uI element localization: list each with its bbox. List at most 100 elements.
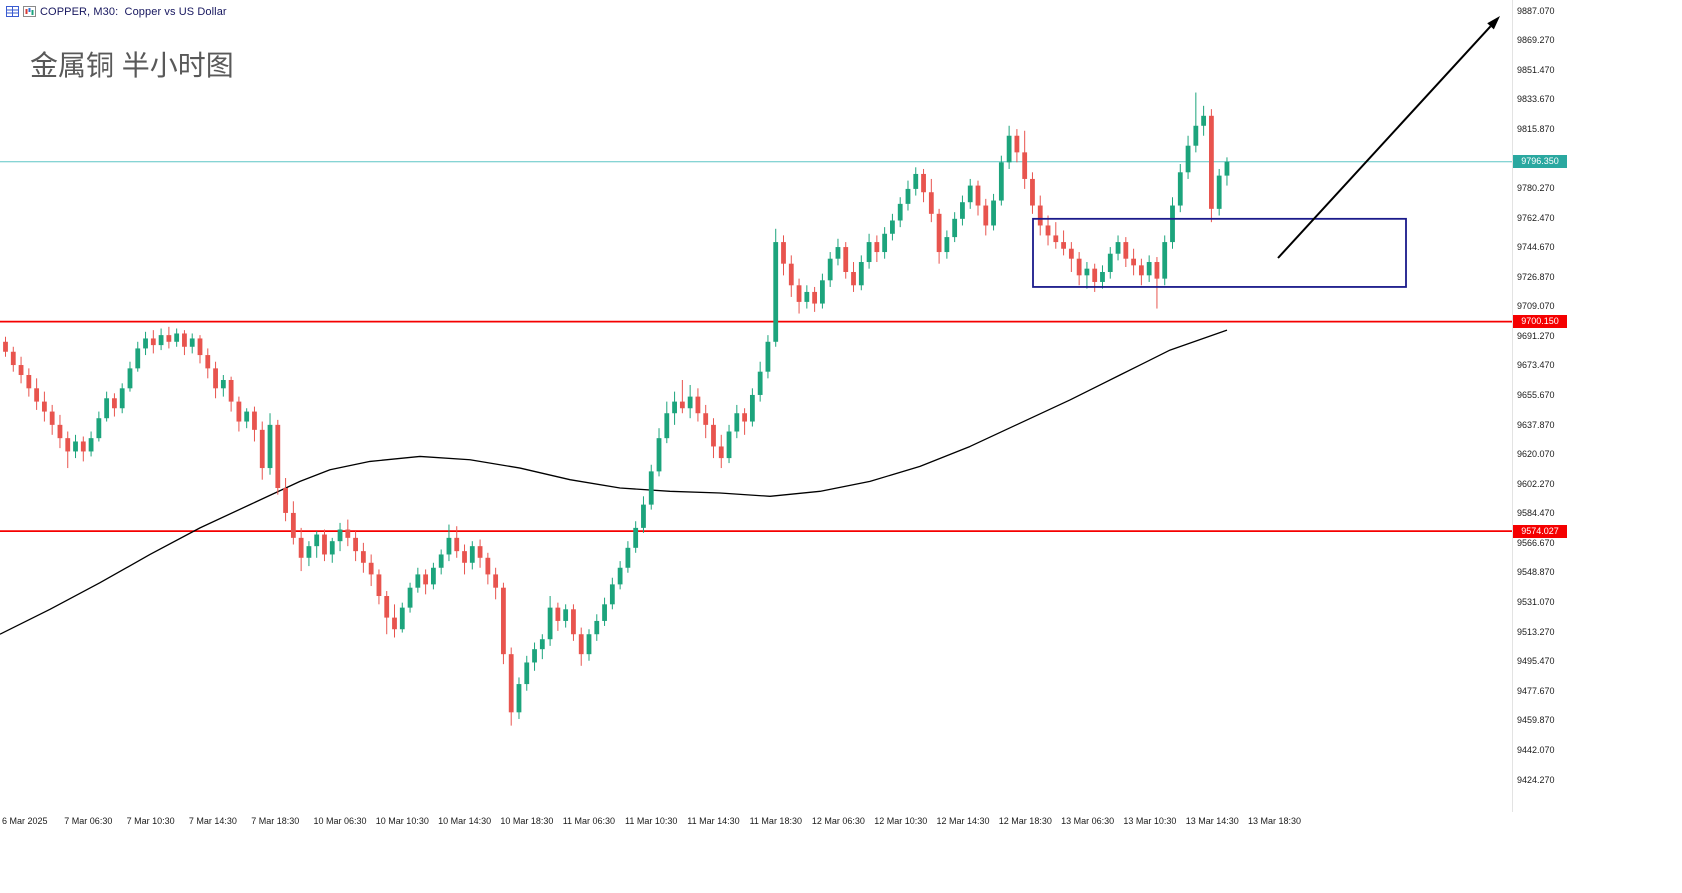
- time-axis-label: 11 Mar 06:30: [562, 816, 616, 826]
- candle-body: [438, 554, 444, 568]
- candle-body: [718, 446, 724, 459]
- candle-body: [112, 398, 117, 409]
- time-axis-label: 10 Mar 18:30: [500, 816, 554, 826]
- candle-body: [360, 551, 366, 563]
- candle-body: [306, 546, 312, 558]
- candlestick-chart-icon[interactable]: [23, 5, 36, 18]
- candle-body: [34, 388, 40, 402]
- candle-body: [1100, 271, 1105, 282]
- candle-body: [150, 338, 156, 346]
- candle-body: [609, 584, 615, 605]
- candle-body: [298, 537, 304, 558]
- price-axis-label: 9869.270: [1517, 35, 1555, 46]
- candle-body: [80, 441, 86, 452]
- price-axis-label: 9726.870: [1517, 271, 1555, 282]
- candle-body: [804, 291, 810, 302]
- price-axis-label: 9548.870: [1517, 567, 1555, 578]
- candle-body: [983, 205, 989, 226]
- price-axis-label: 9851.470: [1517, 64, 1555, 75]
- candle-body: [1006, 135, 1012, 163]
- candle-body: [905, 188, 911, 204]
- candle-body: [42, 401, 47, 412]
- candle-body: [65, 438, 71, 452]
- time-axis[interactable]: 6 Mar 2025 7 Mar 06:30 7 Mar 10:30 7 Mar 14…: [0, 810, 1682, 893]
- candle-body: [158, 335, 164, 346]
- time-axis-label: 10 Mar 10:30: [375, 816, 429, 826]
- candle-body: [462, 551, 467, 563]
- candle-body: [1030, 178, 1035, 206]
- candle-body: [189, 338, 195, 347]
- symbol-timeframe-label: COPPER, M30: Copper vs US Dollar: [40, 5, 227, 18]
- candle-body: [3, 341, 8, 352]
- candle-body: [835, 247, 841, 259]
- candle-body: [469, 546, 475, 563]
- candle-body: [1201, 115, 1207, 126]
- time-axis-label: 10 Mar 06:30: [313, 816, 367, 826]
- price-axis-label: 9673.470: [1517, 360, 1555, 371]
- candle-body: [1154, 262, 1160, 279]
- candle-body: [1107, 253, 1113, 272]
- candle-body: [858, 262, 864, 286]
- candle-body: [851, 271, 856, 286]
- candle-body: [1068, 248, 1074, 259]
- candle-body: [220, 379, 226, 389]
- candle-body: [96, 418, 102, 439]
- trend-arrow-line[interactable]: [1277, 25, 1492, 259]
- time-axis-label: 10 Mar 14:30: [438, 816, 492, 826]
- candle-body: [431, 567, 436, 585]
- candle-body: [10, 351, 16, 366]
- price-axis-label: 9584.470: [1517, 508, 1555, 519]
- candle-body: [508, 654, 514, 713]
- candle-body: [648, 471, 654, 505]
- candle-body: [127, 368, 133, 389]
- candle-body: [617, 567, 623, 585]
- level-price-badge: 9574.027: [1513, 524, 1567, 538]
- candle-body: [975, 185, 981, 206]
- level-price-badge: 9700.150: [1513, 315, 1567, 329]
- candle-body: [827, 258, 833, 281]
- candle-body: [571, 609, 576, 635]
- candle-body: [672, 401, 677, 414]
- current-price-badge: 9796.350: [1513, 155, 1567, 169]
- candle-body: [936, 213, 942, 253]
- time-axis-label: 7 Mar 06:30: [64, 816, 113, 826]
- time-axis-label: 12 Mar 06:30: [811, 816, 865, 826]
- candle-body: [1185, 145, 1191, 173]
- time-axis-label: 13 Mar 06:30: [1061, 816, 1115, 826]
- candle-body: [524, 662, 530, 685]
- candle-body: [1123, 242, 1129, 259]
- time-axis-label: 11 Mar 18:30: [749, 816, 802, 826]
- candle-body: [197, 338, 203, 356]
- candle-body: [213, 368, 218, 389]
- chart-title-annotation[interactable]: 金属铜 半小时图: [30, 50, 234, 81]
- candle-body: [734, 413, 740, 432]
- price-axis-label: 9709.070: [1517, 301, 1555, 312]
- candle-body: [890, 220, 895, 234]
- candle-body: [711, 424, 716, 447]
- table-icon[interactable]: [6, 5, 19, 18]
- consolidation-rectangle[interactable]: [1032, 217, 1407, 288]
- candle-body: [633, 527, 639, 548]
- candle-body: [337, 529, 343, 542]
- candle-body: [275, 424, 281, 489]
- candle-body: [415, 574, 421, 588]
- candle-body: [353, 537, 358, 552]
- candle-body: [290, 512, 296, 538]
- price-axis-label: 9602.270: [1517, 478, 1555, 489]
- time-axis-label: 12 Mar 14:30: [936, 816, 990, 826]
- trend-arrow-head: [1487, 16, 1500, 30]
- candle-body: [1014, 135, 1020, 153]
- candle-body: [1224, 161, 1230, 176]
- time-axis-label: 7 Mar 18:30: [251, 816, 300, 826]
- price-axis[interactable]: 9887.070 9869.270 9851.470 9833.670 9815.870…: [1514, 0, 1682, 812]
- price-axis-label: 9762.470: [1517, 212, 1555, 223]
- candle-body: [368, 562, 374, 575]
- candle-body: [143, 338, 148, 349]
- candle-body: [446, 537, 452, 555]
- candle-body: [1076, 258, 1082, 276]
- price-axis-label: 9833.670: [1517, 94, 1555, 105]
- candle-body: [267, 424, 273, 469]
- candle-body: [26, 375, 32, 389]
- candle-body: [477, 546, 483, 558]
